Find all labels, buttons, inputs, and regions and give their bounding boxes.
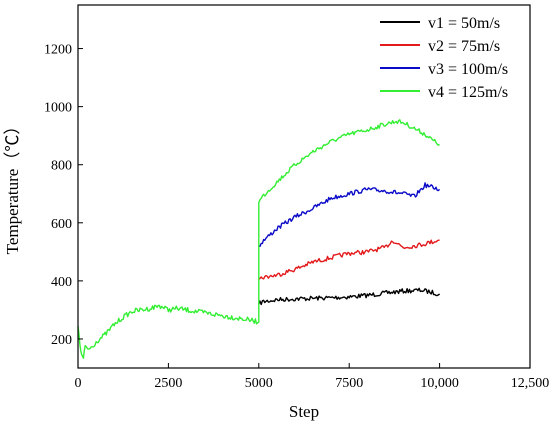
- x-tick-label: 2500: [154, 376, 182, 391]
- legend-label: v1 = 50m/s: [428, 15, 500, 32]
- x-axis: 0 2500 5000 7500 10,000 12,500: [75, 363, 550, 391]
- x-tick-label: 7500: [335, 376, 363, 391]
- x-tick-label: 5000: [245, 376, 273, 391]
- y-tick-label: 400: [51, 275, 72, 290]
- legend-label: v3 = 100m/s: [428, 61, 508, 78]
- x-tick-label: 12,500: [511, 376, 550, 391]
- plot-frame: [77, 4, 531, 369]
- x-tick-label: 10,000: [420, 376, 459, 391]
- x-tick-label: 0: [75, 376, 82, 391]
- series-line: [258, 182, 441, 247]
- y-axis: 200 400 600 800 1000 1200: [44, 43, 83, 348]
- series-line: [77, 119, 440, 359]
- legend: v1 = 50m/s v2 = 75m/s v3 = 100m/s v4 = 125m…: [380, 15, 508, 101]
- y-axis-title: Temperature（℃）: [3, 118, 22, 255]
- legend-label: v2 = 75m/s: [428, 38, 500, 55]
- y-tick-label: 800: [51, 159, 72, 174]
- legend-label: v4 = 125m/s: [428, 84, 508, 101]
- x-axis-title: Step: [289, 402, 319, 421]
- y-tick-label: 1000: [44, 101, 72, 116]
- series-line: [258, 287, 441, 306]
- y-tick-label: 1200: [44, 43, 72, 58]
- y-tick-label: 200: [51, 333, 72, 348]
- y-tick-label: 600: [51, 217, 72, 232]
- series-layer: [77, 119, 441, 359]
- series-line: [258, 239, 440, 280]
